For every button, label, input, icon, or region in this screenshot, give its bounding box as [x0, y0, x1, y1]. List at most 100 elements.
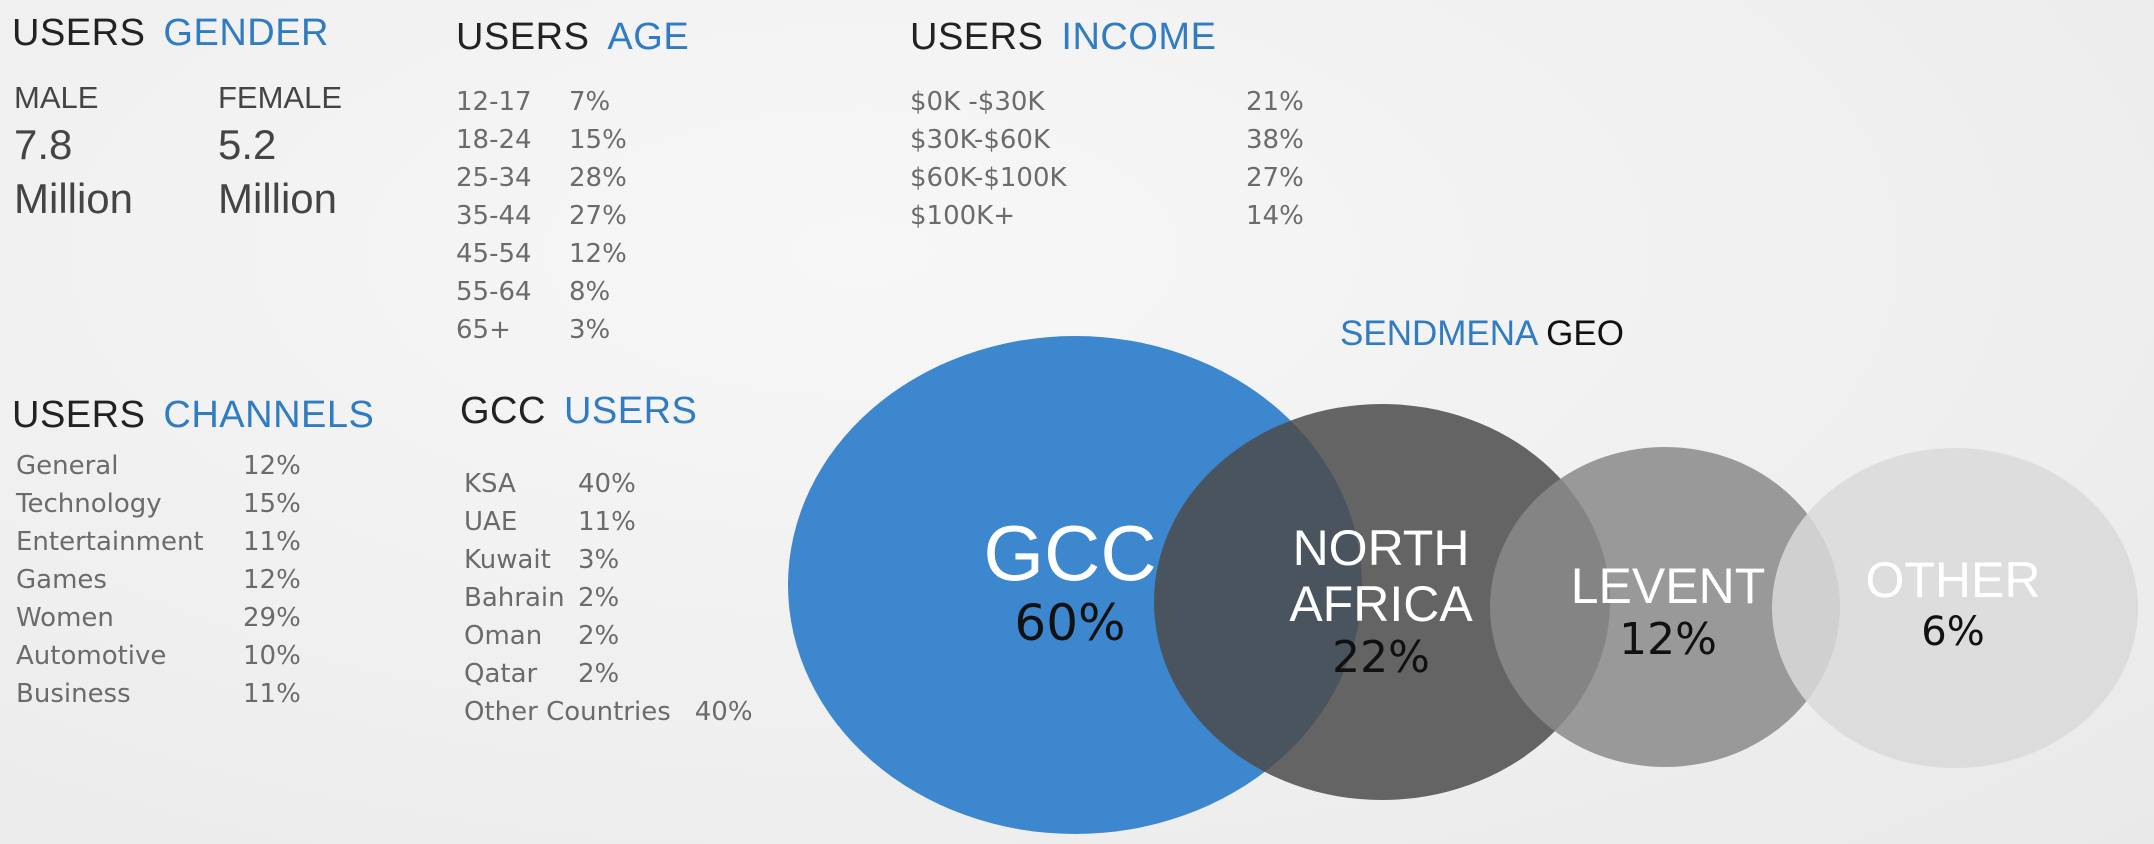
- age-range: 55-64: [456, 277, 532, 307]
- age-percent: 7%: [569, 87, 611, 117]
- table-row: Oman 2%: [464, 617, 753, 655]
- table-row: $100K+ 14%: [910, 197, 1304, 235]
- channel-name: Automotive: [16, 641, 167, 671]
- country-name: Other Countries: [464, 697, 671, 727]
- income-range: $30K-$60K: [910, 125, 1051, 155]
- country-name: Bahrain: [464, 583, 565, 613]
- table-row: 12-17 7%: [456, 83, 627, 121]
- country-name: UAE: [464, 507, 518, 537]
- male-value: 7.8: [14, 121, 73, 168]
- country-percent: 40%: [694, 697, 753, 727]
- geo-title-brand: SENDMENA: [1340, 314, 1537, 353]
- channels-table: General 12% Technology 15% Entertainment 11…: [16, 447, 301, 713]
- gcc-title-prefix: GCC: [460, 390, 546, 432]
- income-percent: 38%: [1246, 125, 1304, 155]
- other-region-percent: 6%: [1921, 609, 1985, 655]
- north-africa-region-name-2: AFRICA: [1289, 576, 1473, 632]
- gcc-region-label: GCC 60%: [983, 512, 1156, 652]
- channels-title: USERS CHANNELS: [12, 394, 374, 437]
- gcc-title-topic: USERS: [563, 390, 698, 432]
- female-label: FEMALE: [218, 80, 343, 115]
- gcc-region-name: GCC: [983, 509, 1157, 597]
- income-range: $0K -$30K: [910, 87, 1045, 117]
- age-percent: 27%: [569, 201, 627, 231]
- female-stat: FEMALE 5.2 Million: [218, 80, 342, 224]
- channel-percent: 11%: [243, 679, 301, 709]
- table-row: Automotive 10%: [16, 637, 301, 675]
- other-countries-row: Other Countries 40%: [464, 693, 753, 731]
- geo-title: SENDMENA GEO: [1340, 314, 1624, 354]
- table-row: UAE 11%: [464, 503, 753, 541]
- income-range: $60K-$100K: [910, 163, 1067, 193]
- table-row: Other Countries 40%: [464, 693, 753, 731]
- table-row: $0K -$30K 21%: [910, 83, 1304, 121]
- country-percent: 2%: [578, 621, 620, 651]
- north-africa-region-label: NORTH AFRICA 22%: [1289, 520, 1472, 684]
- gcc-title: GCC USERS: [460, 390, 697, 433]
- male-label: MALE: [14, 80, 99, 115]
- country-percent: 3%: [578, 545, 620, 575]
- age-range: 25-34: [456, 163, 532, 193]
- channel-name: Business: [16, 679, 131, 709]
- table-row: 18-24 15%: [456, 121, 627, 159]
- female-value: 5.2: [218, 121, 277, 168]
- female-unit: Million: [218, 175, 338, 222]
- age-title-topic: AGE: [607, 16, 690, 58]
- table-row: Games 12%: [16, 561, 301, 599]
- income-title: USERS INCOME: [910, 16, 1216, 59]
- age-percent: 28%: [569, 163, 627, 193]
- table-row: Kuwait 3%: [464, 541, 753, 579]
- channel-name: Technology: [16, 489, 162, 519]
- gender-title: USERS GENDER: [12, 12, 329, 55]
- channel-percent: 15%: [243, 489, 301, 519]
- table-row: 65+ 3%: [456, 311, 627, 349]
- channel-name: Games: [16, 565, 107, 595]
- gcc-list: KSA 40% UAE 11% Kuwait 3% Bahrain 2% Oman 2% …: [464, 465, 753, 731]
- income-title-topic: INCOME: [1061, 16, 1217, 58]
- channel-name: General: [16, 451, 119, 481]
- gender-title-topic: GENDER: [163, 12, 329, 54]
- channel-name: Entertainment: [16, 527, 204, 557]
- table-row: $60K-$100K 27%: [910, 159, 1304, 197]
- country-name: KSA: [464, 469, 516, 499]
- north-africa-region-percent: 22%: [1332, 632, 1430, 683]
- country-name: Kuwait: [464, 545, 551, 575]
- other-circle: [1772, 448, 2138, 768]
- age-percent: 8%: [569, 277, 611, 307]
- income-table: $0K -$30K 21% $30K-$60K 38% $60K-$100K 27% …: [910, 83, 1304, 235]
- age-list: 12-17 7% 18-24 15% 25-34 28% 35-44 27% 45-54…: [456, 83, 627, 349]
- table-row: $30K-$60K 38%: [910, 121, 1304, 159]
- male-unit: Million: [14, 175, 134, 222]
- table-row: 55-64 8%: [456, 273, 627, 311]
- levent-region-name: LEVENT: [1570, 558, 1766, 614]
- country-name: Oman: [464, 621, 543, 651]
- other-region-label: OTHER 6%: [1866, 552, 2041, 656]
- age-table: 12-17 7% 18-24 15% 25-34 28% 35-44 27% 45-54…: [456, 83, 627, 349]
- income-title-prefix: USERS: [910, 16, 1044, 58]
- channel-percent: 11%: [243, 527, 301, 557]
- channels-title-prefix: USERS: [12, 394, 146, 436]
- age-range: 65+: [456, 315, 511, 345]
- age-title: USERS AGE: [456, 16, 689, 59]
- table-row: 25-34 28%: [456, 159, 627, 197]
- table-row: Entertainment 11%: [16, 523, 301, 561]
- income-range: $100K+: [910, 201, 1016, 231]
- table-row: Qatar 2%: [464, 655, 753, 693]
- age-range: 35-44: [456, 201, 532, 231]
- income-list: $0K -$30K 21% $30K-$60K 38% $60K-$100K 27% …: [910, 83, 1304, 235]
- table-row: Business 11%: [16, 675, 301, 713]
- levent-circle: [1490, 447, 1840, 767]
- table-row: Bahrain 2%: [464, 579, 753, 617]
- country-percent: 2%: [578, 583, 620, 613]
- country-name: Qatar: [464, 659, 538, 689]
- channels-list: General 12% Technology 15% Entertainment 11…: [16, 447, 301, 713]
- table-row: 35-44 27%: [456, 197, 627, 235]
- age-range: 18-24: [456, 125, 532, 155]
- age-range: 12-17: [456, 87, 532, 117]
- country-percent: 40%: [578, 469, 636, 499]
- age-title-prefix: USERS: [456, 16, 590, 58]
- gcc-region-percent: 60%: [1014, 594, 1126, 652]
- income-percent: 27%: [1246, 163, 1304, 193]
- age-percent: 3%: [569, 315, 611, 345]
- other-region-name: OTHER: [1865, 552, 2041, 608]
